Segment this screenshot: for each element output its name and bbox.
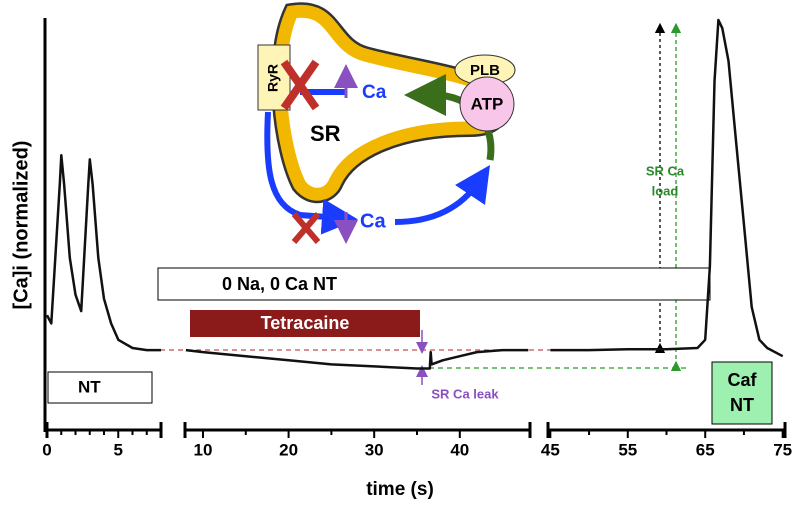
sr-diagram: RyR PLB ATP Ca SR Ca bbox=[257, 2, 516, 244]
annotation: Caf bbox=[727, 370, 757, 390]
solution-box bbox=[157, 267, 711, 301]
trace bbox=[185, 348, 529, 370]
x-tick-label: 45 bbox=[541, 440, 560, 459]
y-axis-label: [Ca]i (normalized) bbox=[10, 141, 32, 310]
x-tick-label: 55 bbox=[618, 440, 637, 459]
annotation: NT bbox=[730, 395, 754, 415]
block-x bbox=[291, 212, 321, 244]
diagram-label: Ca bbox=[360, 210, 386, 232]
annotation: Tetracaine bbox=[261, 313, 350, 333]
trace bbox=[45, 154, 161, 352]
ryr-box bbox=[257, 44, 291, 111]
trace bbox=[550, 18, 784, 358]
drug-box bbox=[190, 310, 420, 337]
diagram-label: SR bbox=[310, 121, 341, 146]
atp bbox=[459, 76, 515, 132]
x-tick-label: 30 bbox=[365, 440, 384, 459]
plot-area: [Ca]i (normalized) time (s) NT 0 Na, 0 C… bbox=[10, 18, 792, 500]
annotation: NT bbox=[78, 377, 101, 396]
diagram-label: Ca bbox=[362, 82, 387, 103]
diagram-label: PLB bbox=[470, 62, 500, 79]
x-tick-label: 5 bbox=[114, 440, 123, 459]
annotation: 0 Na, 0 Ca NT bbox=[222, 274, 337, 294]
diagram-label: RyR bbox=[265, 64, 281, 92]
x-tick-label: 75 bbox=[773, 440, 792, 459]
annotation: load bbox=[652, 183, 679, 198]
diagram-label: ATP bbox=[471, 94, 504, 113]
x-axis-label: time (s) bbox=[366, 479, 434, 500]
x-tick-label: 0 bbox=[42, 440, 51, 459]
caf-box bbox=[711, 361, 773, 425]
annotation: SR Ca leak bbox=[431, 386, 499, 401]
block-x bbox=[280, 59, 320, 111]
x-tick-label: 10 bbox=[194, 440, 213, 459]
ca-flow bbox=[394, 165, 490, 225]
x-tick-label: 20 bbox=[279, 440, 298, 459]
annotation: SR Ca bbox=[646, 163, 685, 178]
x-tick-label: 40 bbox=[450, 440, 469, 459]
nt-box bbox=[47, 371, 153, 404]
x-tick-label: 65 bbox=[696, 440, 715, 459]
sr-membrane bbox=[273, 4, 507, 201]
